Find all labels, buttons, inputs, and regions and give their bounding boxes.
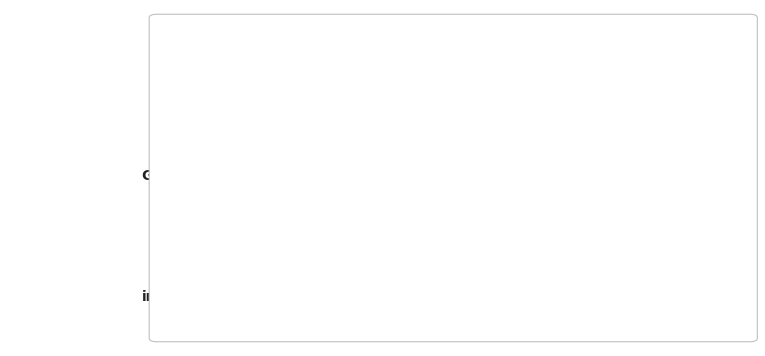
Text: 20,7%: 20,7%: [389, 167, 438, 182]
Bar: [291, 265, 327, 307]
Bar: [291, 42, 613, 84]
Bar: [291, 153, 384, 196]
Text: 8,0%: 8,0%: [332, 279, 371, 293]
Text: 71,2%: 71,2%: [618, 56, 666, 70]
